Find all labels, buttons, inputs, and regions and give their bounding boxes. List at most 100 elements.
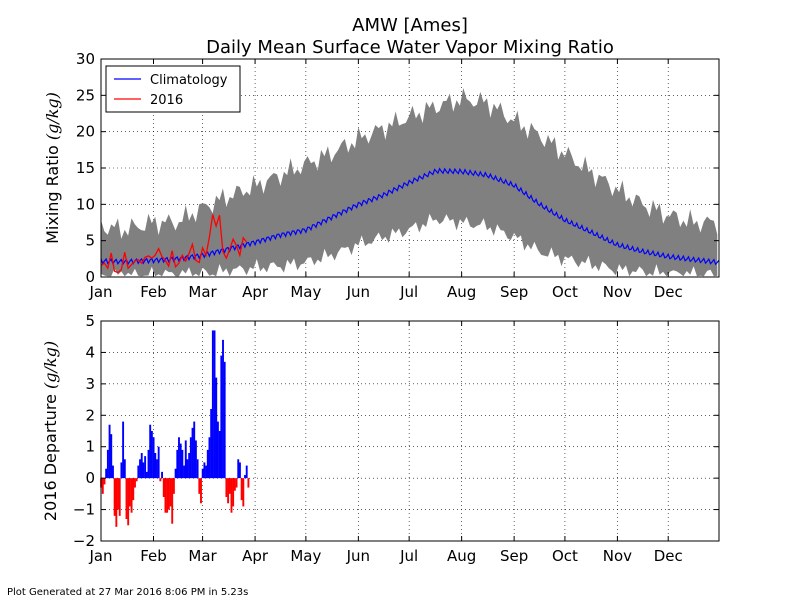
departure-bar bbox=[135, 478, 138, 482]
departure-bar bbox=[164, 478, 167, 513]
departure-bar bbox=[206, 449, 209, 479]
departure-bar bbox=[105, 468, 108, 479]
departure-bar bbox=[244, 475, 246, 479]
departure-bar bbox=[240, 478, 243, 501]
departure-bar bbox=[122, 421, 125, 479]
legend-box bbox=[105, 65, 241, 113]
departure-bar bbox=[208, 437, 211, 479]
x-tick-label: Dec bbox=[654, 547, 683, 565]
chart-title: AMW [Ames] bbox=[352, 15, 468, 36]
y-tick-label: 5 bbox=[85, 312, 95, 330]
x-tick-label: Apr bbox=[242, 283, 269, 301]
departure-bar bbox=[128, 478, 131, 507]
departure-bar bbox=[227, 478, 230, 504]
y-tick-label: −2 bbox=[73, 532, 95, 550]
departure-bar bbox=[181, 449, 184, 479]
departure-bar bbox=[112, 465, 114, 479]
x-tick-label: Oct bbox=[552, 547, 578, 565]
departure-bar bbox=[159, 478, 162, 482]
departure-bar bbox=[145, 471, 148, 479]
y-tick-label: 0 bbox=[85, 268, 95, 286]
departure-bar bbox=[149, 424, 152, 479]
y-tick-label: 10 bbox=[76, 195, 95, 213]
departure-bar bbox=[222, 339, 224, 479]
generation-footer: Plot Generated at 27 Mar 2016 8:06 PM in… bbox=[7, 587, 248, 598]
x-tick-label: Feb bbox=[140, 283, 167, 301]
y-tick-label: −1 bbox=[73, 501, 95, 519]
y-tick-label: 5 bbox=[85, 232, 95, 250]
departure-bar bbox=[216, 421, 219, 479]
top-y-ticks: 0 5 10 15 20 25 30 bbox=[76, 50, 719, 286]
x-tick-label: Feb bbox=[140, 547, 167, 565]
x-tick-label: Jul bbox=[399, 547, 418, 565]
x-tick-label: Oct bbox=[552, 283, 578, 301]
departure-bar bbox=[152, 437, 155, 479]
year-2016-line bbox=[100, 214, 248, 274]
departure-bar bbox=[154, 453, 157, 479]
x-tick-label: Nov bbox=[603, 547, 632, 565]
departure-bar bbox=[174, 468, 177, 479]
legend-label-climatology: Climatology bbox=[150, 73, 228, 88]
departure-bar bbox=[201, 468, 204, 479]
departure-bar bbox=[188, 453, 191, 479]
mixing-ratio-panel: 0 5 10 15 20 25 30 Jan Feb Mar Apr May Jun Jul Aug Sep… bbox=[43, 50, 720, 301]
departure-bar bbox=[233, 478, 236, 491]
departure-bar bbox=[196, 459, 199, 479]
departure-bar bbox=[245, 465, 248, 479]
departure-bar bbox=[147, 449, 150, 479]
departure-bar bbox=[130, 478, 133, 513]
bottom-y-ticks: −2 −1 0 1 2 3 4 5 bbox=[73, 312, 719, 550]
departure-bar bbox=[113, 478, 116, 516]
departure-bar bbox=[162, 478, 165, 497]
departure-bar bbox=[211, 330, 214, 479]
departure-bar bbox=[213, 330, 216, 479]
departure-bar bbox=[189, 437, 192, 479]
departure-bar bbox=[232, 478, 235, 507]
x-tick-label: Mar bbox=[188, 547, 217, 565]
departure-bar bbox=[134, 478, 136, 488]
top-x-ticks: Jan Feb Mar Apr May Jun Jul Aug Sep Oct Nov Dec bbox=[88, 59, 683, 301]
bottom-x-ticks: Jan Feb Mar Apr May Jun Jul Aug Sep Oct Nov Dec bbox=[88, 321, 683, 565]
departure-bar bbox=[140, 453, 143, 479]
departure-bar bbox=[171, 478, 174, 524]
bottom-grid bbox=[101, 321, 719, 541]
legend: Climatology 2016 bbox=[105, 65, 241, 113]
departure-bar bbox=[117, 478, 119, 510]
y-tick-label: 0 bbox=[85, 469, 95, 487]
departure-bar bbox=[120, 462, 123, 479]
departure-bar bbox=[237, 459, 240, 479]
chart-subtitle: Daily Mean Surface Water Vapor Mixing Ra… bbox=[206, 37, 614, 58]
departure-bar bbox=[172, 478, 175, 494]
departure-bar bbox=[132, 478, 135, 501]
departure-bar bbox=[205, 465, 208, 479]
x-tick-label: Apr bbox=[242, 547, 269, 565]
departure-bar bbox=[108, 424, 111, 479]
departure-bar bbox=[176, 449, 179, 479]
departure-bars bbox=[100, 330, 250, 527]
departure-bar bbox=[235, 478, 238, 488]
departure-bar bbox=[150, 431, 153, 479]
departure-bar bbox=[186, 459, 189, 479]
y-tick-label: 30 bbox=[76, 50, 95, 68]
departure-bar bbox=[178, 437, 180, 479]
departure-bar bbox=[200, 478, 202, 504]
departure-bar bbox=[215, 377, 218, 479]
x-tick-label: Sep bbox=[500, 547, 528, 565]
departure-bar bbox=[223, 361, 226, 479]
departure-bar bbox=[167, 478, 170, 510]
departure-bar bbox=[103, 478, 106, 485]
departure-bar bbox=[220, 355, 223, 479]
x-tick-label: Mar bbox=[188, 283, 217, 301]
x-tick-label: Nov bbox=[603, 283, 632, 301]
departure-bar bbox=[142, 462, 145, 479]
legend-label-2016: 2016 bbox=[150, 93, 183, 108]
y-tick-label: 1 bbox=[85, 438, 95, 456]
x-tick-label: Jan bbox=[88, 547, 112, 565]
departure-bar bbox=[191, 427, 194, 479]
departure-bar bbox=[183, 465, 186, 479]
departure-bar bbox=[218, 431, 221, 479]
departure-bar bbox=[118, 478, 121, 516]
departure-panel: −2 −1 0 1 2 3 4 5 Jan Feb Mar Apr May Jun Jul Aug Sep Oc… bbox=[41, 312, 720, 565]
departure-bar bbox=[161, 471, 163, 479]
bottom-y-axis-label: 2016 Departure (g/kg) bbox=[41, 341, 60, 521]
